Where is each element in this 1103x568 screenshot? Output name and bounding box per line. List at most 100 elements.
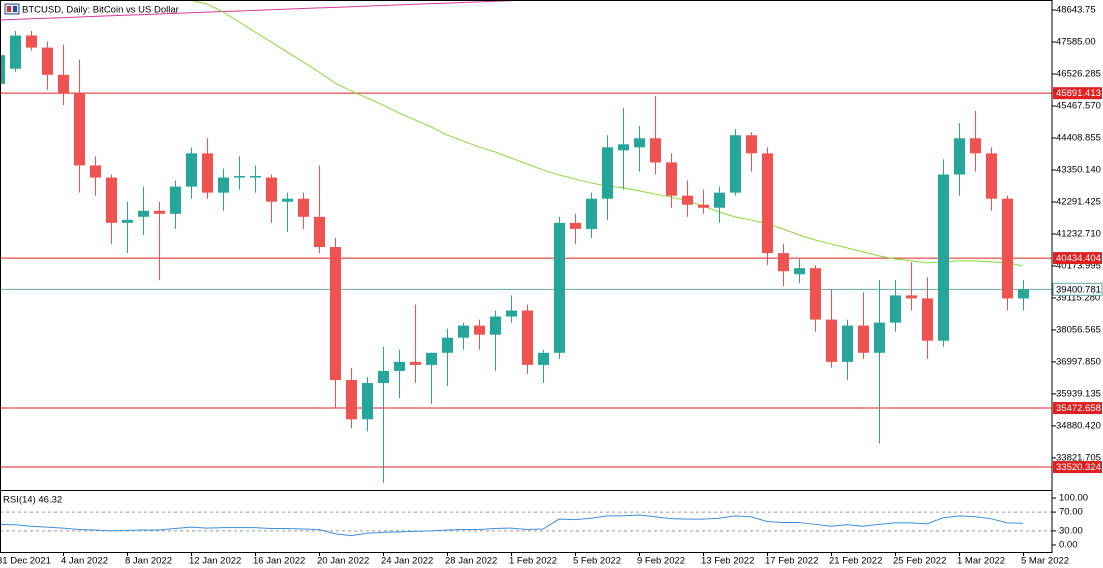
candle-body [874, 322, 885, 353]
candle-body [650, 138, 661, 163]
candle-body [538, 352, 549, 365]
candle-body [794, 268, 805, 275]
candle-body [506, 310, 517, 317]
y-tick-label: 44408.855 [1056, 132, 1101, 143]
y-tick-label: 47585.00 [1056, 37, 1096, 48]
x-tick-label: 5 Feb 2022 [573, 556, 621, 567]
candle-body [186, 153, 197, 187]
candle-body [106, 177, 117, 223]
candle-body [682, 195, 693, 205]
candle-body [842, 325, 853, 362]
candle-body [42, 47, 53, 75]
y-tick-label: 42291.425 [1056, 196, 1101, 207]
x-tick-label: 1 Feb 2022 [509, 556, 557, 567]
candle-body [314, 216, 325, 248]
candle-body [74, 92, 85, 166]
y-tick-label: 0.00 [1059, 539, 1078, 550]
level-label: 33520.324 [1056, 462, 1101, 473]
x-tick-label: 17 Feb 2022 [765, 556, 818, 567]
candle-body [442, 337, 453, 353]
x-tick-label: 31 Dec 2021 [0, 556, 51, 567]
candle-body [954, 138, 965, 175]
y-tick-label: 100.00 [1059, 493, 1088, 504]
candle-body [554, 222, 565, 353]
level-label-box [1053, 252, 1102, 265]
candle-body [826, 319, 837, 362]
price-panel [0, 0, 1052, 483]
candle-body [26, 35, 37, 48]
x-tick-label: 28 Jan 2022 [445, 556, 497, 567]
price-label: 39400.781 [1056, 284, 1101, 295]
candle-body [778, 253, 789, 272]
candle-body [970, 138, 981, 154]
candle-body [730, 135, 741, 193]
candle-body [138, 210, 149, 217]
y-tick-label: 36997.850 [1056, 356, 1101, 367]
candle-body [1018, 289, 1029, 299]
candle-body [266, 177, 277, 202]
x-tick-label: 13 Feb 2022 [701, 556, 754, 567]
candle-body [458, 325, 469, 338]
y-tick-label: 40173.995 [1056, 260, 1101, 271]
x-tick-label: 24 Jan 2022 [381, 556, 433, 567]
x-tick-label: 12 Jan 2022 [189, 556, 241, 567]
level-label-box [1053, 87, 1102, 100]
x-tick-label: 5 Mar 2022 [1021, 556, 1069, 567]
level-label: 35472.658 [1056, 403, 1101, 414]
rsi-line [0, 514, 1024, 537]
candle-body [746, 135, 757, 154]
candle-body [618, 144, 629, 151]
candle-body [250, 176, 261, 178]
x-tick-label: 21 Feb 2022 [829, 556, 882, 567]
y-tick-label: 38056.565 [1056, 324, 1101, 335]
y-tick-label: 46526.285 [1056, 69, 1101, 80]
x-tick-label: 8 Jan 2022 [125, 556, 172, 567]
moving-average [189, 0, 1024, 267]
candle-body [202, 153, 213, 193]
y-tick-label: 34880.420 [1056, 420, 1101, 431]
level-label: 40434.404 [1056, 253, 1101, 264]
x-tick-label: 20 Jan 2022 [317, 556, 369, 567]
symbol-icon [4, 3, 20, 15]
candle-body [762, 153, 773, 254]
candle-body [714, 192, 725, 208]
candle-body [586, 198, 597, 229]
rsi-title: RSI(14) 46.32 [3, 495, 62, 506]
axes: 48643.75 47585.00 46526.285 45467.570 44408.… [0, 5, 1103, 567]
candle-body [378, 370, 389, 384]
candle-body [666, 162, 677, 196]
level-label-box [1053, 402, 1102, 415]
candle-body [122, 219, 133, 223]
candle-body [474, 325, 485, 335]
level-label: 45891.413 [1056, 88, 1101, 99]
y-tick-label: 35939.135 [1056, 388, 1101, 399]
rsi-frame [0, 490, 1053, 553]
candle-body [986, 153, 997, 199]
y-tick-label: 43350.140 [1056, 164, 1101, 175]
candle-body [522, 310, 533, 365]
candle-body [922, 298, 933, 341]
candle-body [890, 295, 901, 323]
x-tick-label: 4 Jan 2022 [61, 556, 108, 567]
candle-body [410, 361, 421, 365]
y-tick-label: 33821.705 [1056, 452, 1101, 463]
candle-body [362, 383, 373, 420]
x-tick-label: 1 Mar 2022 [957, 556, 1005, 567]
x-tick-label: 25 Feb 2022 [893, 556, 946, 567]
y-tick-label: 30.00 [1059, 525, 1083, 536]
price-label-box [1052, 282, 1103, 296]
candle-body [298, 198, 309, 217]
candle-body [698, 204, 709, 208]
candle-body [282, 198, 293, 202]
y-tick-label: 45467.570 [1056, 101, 1101, 112]
candle-body [570, 222, 581, 229]
candle-body [858, 325, 869, 353]
candle-body [218, 177, 229, 193]
candle-body [330, 247, 341, 381]
y-tick-label: 48643.75 [1056, 5, 1096, 16]
x-tick-label: 16 Jan 2022 [253, 556, 305, 567]
candle-body [90, 165, 101, 178]
candle-body [394, 361, 405, 371]
